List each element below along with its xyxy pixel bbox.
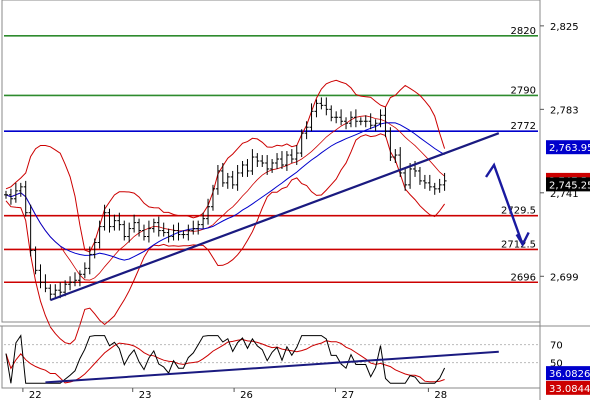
price-box-label: 2,745.25: [549, 180, 590, 191]
bollinger-middle: [5, 115, 445, 281]
price-y-tick-label: 2,741: [550, 189, 579, 200]
rsi-box-signal: [546, 380, 590, 395]
level-label: 2729.5: [501, 206, 536, 217]
x-tick-label: 22: [29, 390, 42, 400]
level-label: 2820: [511, 26, 536, 37]
forecast-arrow: [485, 162, 524, 245]
x-tick-label: 23: [139, 390, 152, 400]
level-label: 2712.5: [501, 239, 536, 250]
forecast-arrow-head: [515, 231, 530, 247]
rsi-line: [5, 334, 446, 384]
price-y-tick-label: 2,825: [550, 22, 579, 33]
x-tick-label: 27: [341, 390, 354, 400]
price-trendline: [49, 132, 500, 302]
price-box-last: [546, 177, 590, 192]
bollinger-lower: [5, 133, 446, 345]
rsi-box-label: 36.0826: [549, 369, 590, 380]
rsi-plot-frame: [1, 325, 541, 389]
x-tick-label: 28: [434, 390, 447, 400]
rsi-y-tick-label: 70: [550, 341, 563, 352]
rsi-box-label: 33.0844: [549, 384, 590, 395]
rsi-signal-line: [5, 338, 445, 384]
price-box-ma: [546, 140, 590, 155]
x-tick-label: 26: [240, 390, 253, 400]
rsi-y-tick-label: 50: [550, 359, 563, 370]
rsi-box-rsi: [546, 366, 590, 381]
bollinger-upper: [5, 79, 446, 253]
level-label: 2790: [511, 85, 536, 96]
price-y-tick-label: 2,783: [550, 105, 579, 116]
price-plot-frame: [1, 0, 541, 323]
level-label: 2696: [511, 272, 536, 283]
moving-average-line: [5, 122, 445, 261]
level-label: 2772: [511, 121, 536, 132]
rsi-trendline: [45, 350, 499, 384]
price-box-label: 2,763.95: [549, 143, 590, 154]
price-y-tick-label: 2,699: [550, 272, 579, 283]
